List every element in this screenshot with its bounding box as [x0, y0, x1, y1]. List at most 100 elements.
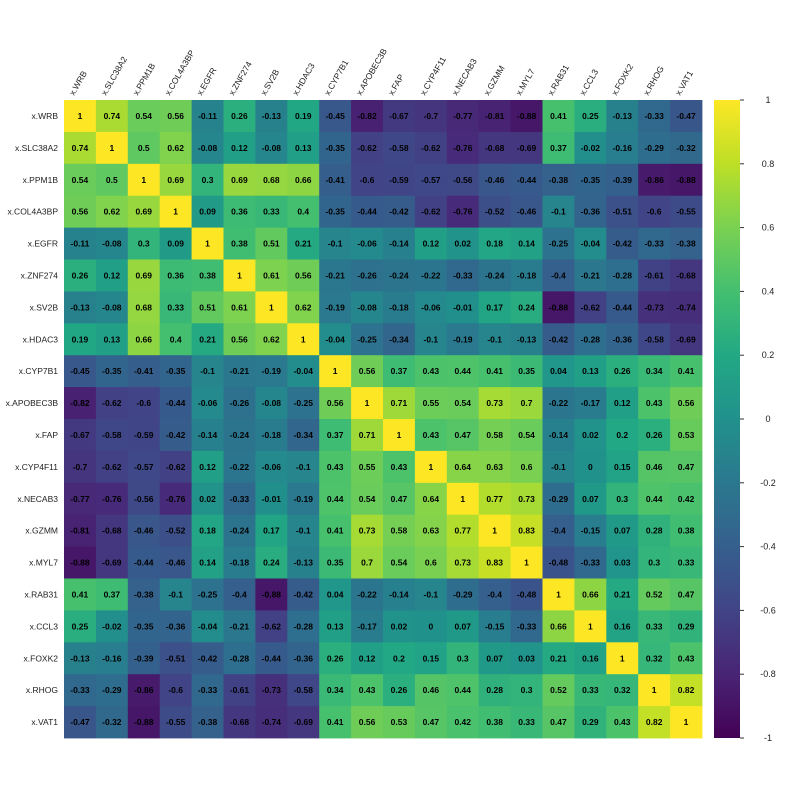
cell-value-label: -0.18 [389, 302, 409, 312]
cell-value-label: 0.56 [359, 366, 376, 376]
heatmap-cell [414, 482, 448, 516]
cell-value-label: -0.35 [325, 143, 345, 153]
cell-value-label: 0.42 [454, 717, 471, 727]
heatmap-cell [606, 387, 639, 420]
heatmap-cell [478, 610, 511, 643]
cell-value-label: 0.29 [582, 717, 599, 727]
cell-value-label: -0.88 [676, 175, 696, 185]
cell-value-label: 0.56 [72, 207, 89, 217]
cell-value-label: 0.07 [582, 494, 599, 504]
colorbar-tick-label: 0.6 [762, 223, 775, 233]
heatmap-cell [574, 642, 607, 675]
cell-value-label: 1 [460, 494, 465, 504]
cell-value-label: 0.54 [359, 494, 376, 504]
heatmap-cell [64, 450, 97, 484]
cell-value-label: -0.46 [166, 558, 186, 568]
heatmap-cell [191, 482, 224, 516]
heatmap-cell [287, 610, 320, 643]
cell-value-label: -0.58 [102, 430, 122, 440]
heatmap-cell [127, 387, 161, 420]
cell-value-label: -0.81 [485, 111, 505, 121]
cell-value-label: -0.18 [230, 558, 250, 568]
heatmap-cell [670, 514, 703, 547]
heatmap-cell [606, 195, 639, 228]
column-label: x.CYP4F11 [418, 55, 448, 97]
heatmap-cell [287, 642, 320, 675]
cell-value-label: 0.26 [72, 270, 89, 280]
row-label: x.RHOG [26, 685, 58, 695]
heatmap-cell [159, 323, 192, 356]
heatmap-cell [383, 610, 416, 643]
cell-value-label: 0.3 [457, 653, 469, 663]
heatmap-cell [542, 163, 575, 197]
cell-value-label: 0.82 [678, 685, 695, 695]
cell-value-label: 0.33 [582, 685, 599, 695]
cell-value-label: -0.33 [70, 685, 90, 695]
cell-value-label: -0.16 [102, 653, 122, 663]
cell-value-label: -0.56 [453, 175, 473, 185]
cell-value-label: -0.32 [676, 143, 696, 153]
heatmap-cell [510, 291, 543, 324]
heatmap-cell [446, 131, 480, 165]
heatmap-cell [414, 163, 448, 197]
heatmap-cell [383, 291, 416, 324]
cell-value-label: -0.42 [389, 207, 409, 217]
heatmap-cell [542, 387, 575, 420]
heatmap-cell [542, 450, 575, 484]
cell-value-label: 0.04 [327, 589, 344, 599]
heatmap-cell [542, 131, 575, 165]
cell-value-label: -0.73 [262, 685, 282, 695]
cell-value-label: 0.24 [263, 558, 280, 568]
heatmap-cell [574, 355, 607, 388]
cell-value-label: 0.26 [646, 430, 663, 440]
heatmap-cell [191, 642, 224, 675]
heatmap-cell [478, 355, 511, 388]
cell-value-label: -0.59 [389, 175, 409, 185]
heatmap-cell [191, 514, 224, 547]
heatmap-cell [670, 259, 703, 292]
heatmap-cell [255, 419, 288, 452]
cell-value-label: -0.16 [613, 143, 633, 153]
cell-value-label: 1 [652, 685, 657, 695]
cell-value-label: 0.73 [359, 526, 376, 536]
heatmap-cell [478, 642, 511, 675]
heatmap-cell [383, 131, 416, 165]
heatmap-cell [64, 578, 97, 611]
cell-value-label: -0.21 [581, 270, 601, 280]
cell-value-label: 0.53 [391, 717, 408, 727]
cell-value-label: 0.83 [518, 526, 535, 536]
cell-value-label: 0.26 [391, 685, 408, 695]
cell-value-label: 0.73 [454, 558, 471, 568]
cell-value-label: 0.74 [72, 143, 89, 153]
heatmap-cell [574, 195, 607, 228]
heatmap-cell [223, 546, 256, 579]
cell-value-label: 0.37 [391, 366, 408, 376]
heatmap-cell [446, 387, 480, 420]
heatmap-cell [64, 706, 97, 739]
heatmap-cell [255, 355, 288, 388]
heatmap-cell [638, 355, 671, 388]
cell-value-label: 0.37 [104, 589, 121, 599]
cell-value-label: -0.17 [357, 621, 377, 631]
heatmap-cell [191, 387, 224, 420]
cell-value-label: -0.24 [230, 526, 250, 536]
heatmap-cell [383, 642, 416, 675]
row-label: x.CCL3 [30, 621, 59, 631]
cell-value-label: 1 [620, 653, 625, 663]
cell-value-label: 0.13 [295, 143, 312, 153]
heatmap-cell [191, 163, 224, 197]
cell-value-label: -0.1 [168, 589, 183, 599]
row-label: x.WRB [32, 111, 59, 121]
cell-value-label: -0.13 [613, 111, 633, 121]
heatmap-cell [95, 259, 129, 292]
cell-value-label: -0.52 [485, 207, 505, 217]
heatmap-cell [159, 419, 192, 452]
cell-value-label: -0.48 [549, 558, 569, 568]
cell-value-label: 0.55 [359, 462, 376, 472]
heatmap-cell [510, 514, 543, 547]
cell-value-label: -0.68 [102, 526, 122, 536]
heatmap-cell [478, 674, 511, 707]
heatmap-cell [574, 514, 607, 547]
cell-value-label: 0.54 [135, 111, 152, 121]
cell-value-label: -0.24 [485, 270, 505, 280]
